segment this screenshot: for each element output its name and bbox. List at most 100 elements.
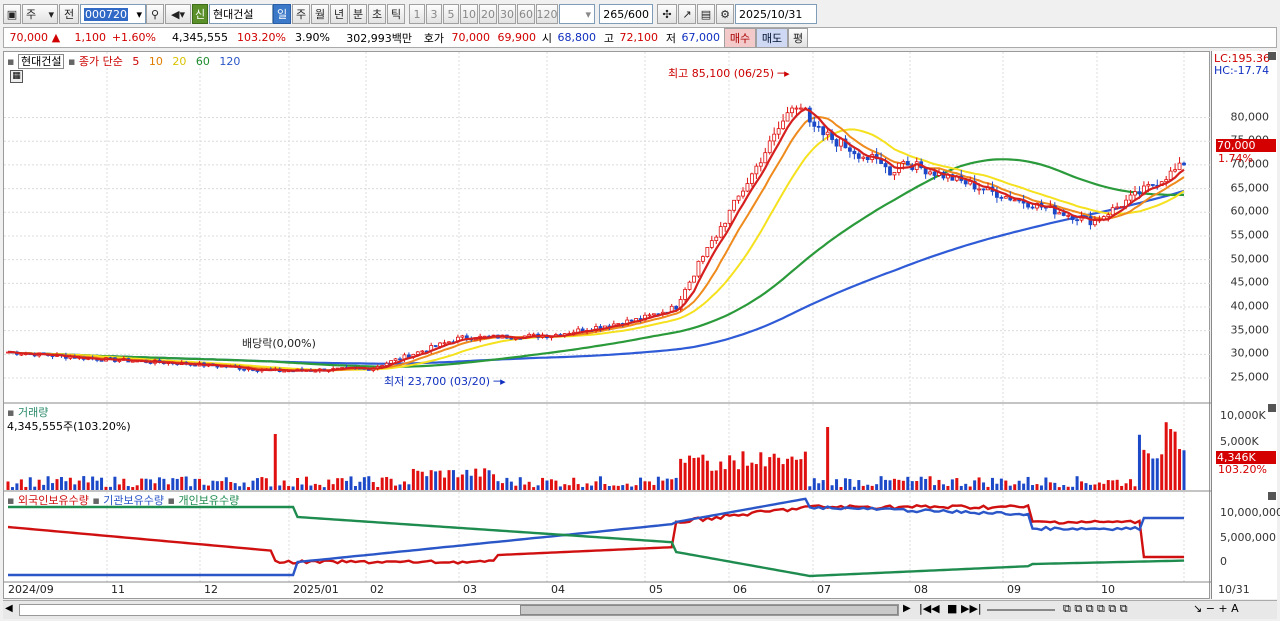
candle-body [928,171,932,175]
volume-bar [202,484,206,490]
forward-icon[interactable]: ▶▶| [961,602,982,615]
volume-bar [1155,458,1159,490]
volume-bar [541,477,545,490]
scroll-track[interactable] [19,604,899,616]
volume-bar [1160,454,1164,490]
legend-institution[interactable]: 기관보유수량 [103,494,165,507]
rewind-icon[interactable]: |◀◀ [919,602,940,615]
search-icon[interactable]: ⚲ [146,4,164,24]
y-tick-label: 65,000 [1230,181,1270,195]
legend-ma5[interactable]: 5 [132,55,140,68]
interval-1[interactable]: 1 [409,4,425,24]
tab-second[interactable]: 초 [368,4,386,24]
scroll-right-icon[interactable]: ▶ [903,603,911,614]
volume-bar [229,481,233,490]
candle-body [741,190,745,197]
stock-name-field[interactable]: 현대건설 [209,4,273,24]
interval-10[interactable]: 10 [460,4,478,24]
legend-ma20[interactable]: 20 [172,55,187,68]
date-field[interactable]: 2025/10/31 [735,4,817,24]
count-field[interactable]: 265/600 [599,4,653,24]
volume-bar [33,486,37,490]
ma120-line [7,189,1185,365]
chart-canvas[interactable] [4,52,1211,600]
y-tick-label: 80,000 [1230,110,1270,124]
tab-month[interactable]: 월 [311,4,329,24]
volume-bar [830,485,834,490]
volume-bar [990,477,994,490]
tab-minute[interactable]: 분 [349,4,367,24]
table-icon[interactable]: ▦ [10,70,23,83]
save-icon[interactable]: ▤ [697,4,715,24]
interval-3[interactable]: 3 [426,4,442,24]
volume-bar [394,485,398,490]
volume-bar [701,454,705,490]
legend-square-icon: ▪ [67,55,76,68]
interval-120[interactable]: 120 [536,4,558,24]
legend-foreign[interactable]: 외국인보유수량 [17,494,89,507]
prev-button[interactable]: 전 [59,4,79,24]
volume-bar [928,476,932,490]
legend-ma-label[interactable]: 종가 단순 [78,55,123,68]
chart-panel[interactable]: ▪ 현대건설 ▪ 종가 단순 5 10 20 60 120 ▦ 최고 85,10… [3,51,1211,600]
candle-body [856,153,861,159]
volume-bar [251,480,255,490]
legend-ma10[interactable]: 10 [148,55,163,68]
volume-bar [211,480,215,490]
eval-button[interactable]: 평 [788,27,808,48]
period-select[interactable]: 주 ▾ [22,4,58,24]
close-panel-icon[interactable] [1268,52,1276,60]
interval-30[interactable]: 30 [498,4,516,24]
chevron-down-icon: ▾ [48,7,54,21]
stock-code-value: 000720 [84,7,128,21]
volume-bar [995,483,999,490]
tool-icons[interactable]: ⧉ ⧉ ⧉ ⧉ ⧉ ⧉ [1063,602,1128,615]
gear-icon[interactable]: ⚙ [716,4,734,24]
sell-button[interactable]: 매도 [756,27,788,48]
candle-body [727,209,732,224]
stop-icon[interactable]: ■ [947,602,958,615]
chevron-down-icon[interactable]: ▾ [136,7,142,21]
scrollbar[interactable]: ◀ ▶ |◀◀ ■ ▶▶| ⧉ ⧉ ⧉ ⧉ ⧉ ⧉ ↘ − + A [3,600,1277,619]
volume-bar [505,477,509,490]
line-tool-icon[interactable]: ↗ [678,4,696,24]
legend-ma120[interactable]: 120 [219,55,241,68]
scroll-thumb[interactable] [520,605,898,615]
candle-body [852,150,857,155]
scroll-left-icon[interactable]: ◀ [5,603,13,614]
legend-individual[interactable]: 개인보유수량 [178,494,240,507]
tab-day[interactable]: 일 [273,4,291,24]
x-axis-label: 06 [733,583,747,596]
interval-60[interactable]: 60 [517,4,535,24]
candle-body [442,342,447,345]
buy-button[interactable]: 매수 [724,27,756,48]
volume-bar [786,458,790,490]
crosshair-icon[interactable]: ✣ [657,4,677,24]
volume-bar [999,478,1003,490]
volume-bar [781,464,785,490]
tab-tick[interactable]: 틱 [387,4,405,24]
zoom-slider[interactable] [987,609,1055,611]
tab-week[interactable]: 주 [292,4,310,24]
interval-20[interactable]: 20 [479,4,497,24]
interval-5[interactable]: 5 [443,4,459,24]
up-arrow-icon: ▲ [51,31,61,44]
volume-bar [1142,449,1146,490]
window-menu-icon[interactable]: ▣ [3,4,21,24]
volume-bar [296,478,300,490]
tab-year[interactable]: 년 [330,4,348,24]
volume-bar [857,480,861,490]
volume-bar [670,479,674,490]
volume-bar [402,481,406,490]
stock-code-input[interactable]: 000720 ▾ [80,4,146,24]
close-volume-icon[interactable] [1268,404,1276,412]
close-holdings-icon[interactable] [1268,492,1276,500]
speaker-icon[interactable]: ◀▾ [165,4,191,24]
legend-ma60[interactable]: 60 [195,55,210,68]
legend-stock[interactable]: 현대건설 [17,54,65,69]
zoom-icons[interactable]: ↘ − + A [1193,602,1239,615]
volume-bar [206,485,210,490]
volume-bar [46,476,50,490]
interval-input[interactable]: ▾ [559,4,595,24]
volume-title[interactable]: 거래량 [17,406,49,419]
